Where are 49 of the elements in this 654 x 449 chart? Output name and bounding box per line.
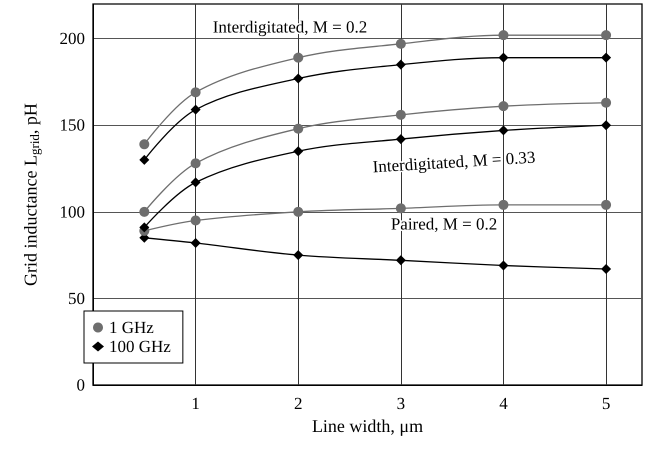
x-axis-title: Line width, μm xyxy=(312,416,424,436)
x-tick-label: 3 xyxy=(396,394,406,413)
point xyxy=(190,104,201,115)
point xyxy=(498,200,508,210)
y-tick-label: 100 xyxy=(60,202,85,222)
point xyxy=(190,87,201,98)
point xyxy=(190,238,201,248)
point xyxy=(601,200,612,210)
point xyxy=(498,30,508,40)
point xyxy=(190,215,201,226)
point xyxy=(293,73,304,84)
point xyxy=(601,98,612,108)
point xyxy=(396,134,406,144)
point xyxy=(396,110,406,120)
point xyxy=(601,30,612,40)
point xyxy=(293,52,304,63)
point xyxy=(396,60,406,70)
y-axis-title: Grid inductance Lgrid, pH xyxy=(20,103,42,286)
point xyxy=(498,101,508,112)
y-tick-label: 150 xyxy=(60,116,85,135)
y-tick-label: 200 xyxy=(60,29,85,48)
point xyxy=(601,52,612,63)
legend-label: 100 GHz xyxy=(109,337,172,356)
y-tick-label: 50 xyxy=(68,288,85,308)
point xyxy=(498,260,508,271)
point xyxy=(498,52,508,63)
point xyxy=(139,154,150,165)
point xyxy=(190,177,201,188)
point xyxy=(396,38,406,49)
point xyxy=(396,203,406,214)
x-tick-label: 4 xyxy=(499,394,508,413)
x-tick-label: 1 xyxy=(191,394,200,413)
point xyxy=(190,158,201,168)
point xyxy=(293,206,304,217)
x-tick-label: 2 xyxy=(294,394,302,413)
point xyxy=(139,206,150,217)
y-tick-label: 0 xyxy=(76,376,85,394)
point xyxy=(139,139,150,150)
legend-label: 1 GHz xyxy=(109,318,154,337)
point xyxy=(139,222,150,232)
point xyxy=(293,146,304,156)
point xyxy=(293,124,304,134)
point xyxy=(498,125,508,136)
point xyxy=(293,250,304,260)
point xyxy=(601,264,612,274)
point xyxy=(601,120,612,130)
annotation: Interdigitated, M = 0.33 xyxy=(372,148,536,176)
x-tick-label: 5 xyxy=(602,394,610,413)
point xyxy=(396,255,406,266)
